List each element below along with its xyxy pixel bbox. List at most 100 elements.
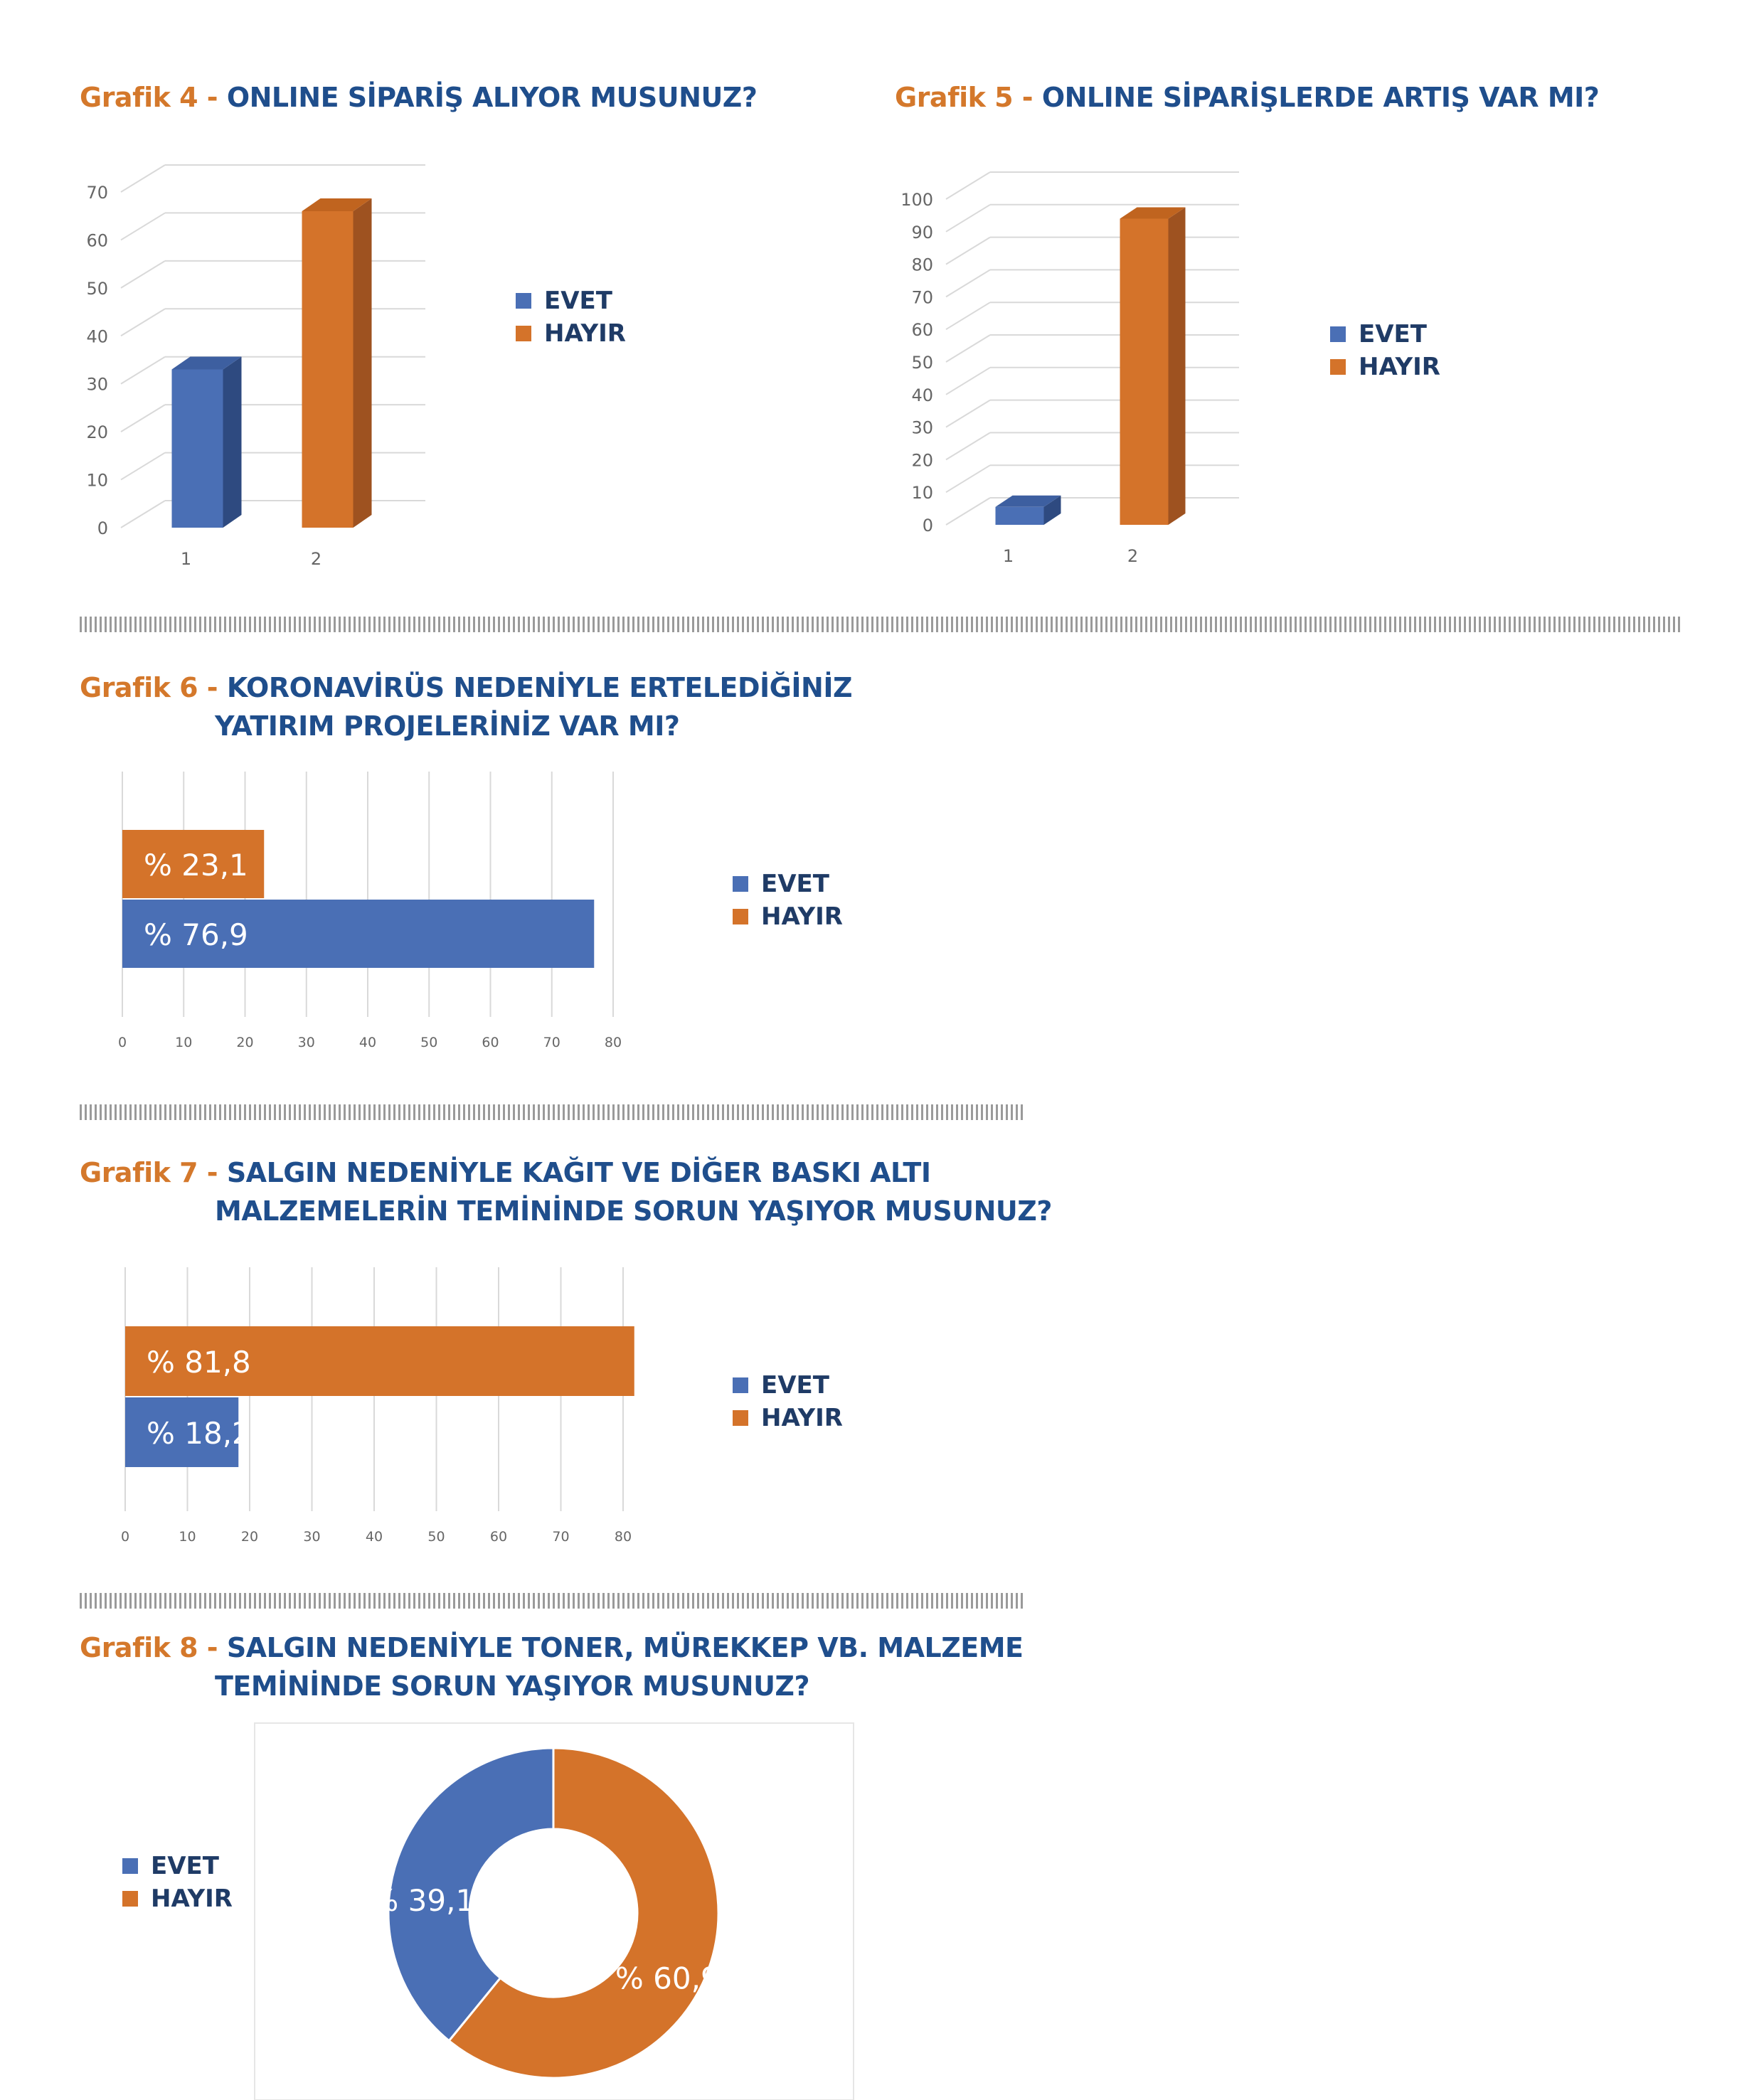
bar-hayir-2 bbox=[302, 210, 354, 528]
x-tick-label: 0 bbox=[121, 1529, 129, 1545]
x-tick-label: 60 bbox=[482, 1035, 499, 1050]
separator-line bbox=[80, 617, 1682, 632]
y-tick-label: 10 bbox=[86, 471, 108, 491]
x-tick-label: 60 bbox=[490, 1529, 507, 1545]
bar-evet-1 bbox=[995, 506, 1044, 525]
y-tick-label: 50 bbox=[911, 353, 933, 373]
legend-label-evet: EVET bbox=[1359, 320, 1427, 348]
grafik-5-question: ONLINE SİPARİŞLERDE ARTIŞ VAR MI? bbox=[1041, 82, 1600, 113]
slice-label-hayir: % 60,9 bbox=[615, 1961, 720, 1995]
legend-item-hayir: HAYIR bbox=[733, 900, 843, 933]
legend-swatch-evet bbox=[516, 293, 531, 309]
grafik-8-question-line-1: SALGIN NEDENİYLE TONER, MÜREKKEP VB. MAL… bbox=[226, 1632, 1024, 1663]
bar-side-hayir-2 bbox=[353, 198, 372, 528]
legend-item-hayir: HAYIR bbox=[1330, 351, 1440, 383]
gridline-depth bbox=[120, 212, 166, 241]
x-tick-label: 80 bbox=[605, 1035, 622, 1050]
legend-item-hayir: HAYIR bbox=[733, 1402, 843, 1434]
y-tick-label: 40 bbox=[86, 326, 108, 346]
y-tick-label: 80 bbox=[911, 255, 933, 275]
grafik-8-title: Grafik 8 - SALGIN NEDENİYLE TONER, MÜREK… bbox=[80, 1629, 1024, 1705]
slice-hayir bbox=[447, 1747, 720, 2079]
gridline-depth bbox=[945, 171, 991, 200]
grafik-7-question-line-1: SALGIN NEDENİYLE KAĞIT VE DİĞER BASKI AL… bbox=[226, 1157, 931, 1188]
legend-label-evet: EVET bbox=[761, 870, 829, 898]
bar-evet bbox=[125, 1397, 239, 1467]
x-tick-label: 50 bbox=[427, 1529, 445, 1545]
bar-top-hayir-2 bbox=[302, 198, 372, 211]
gridline-depth bbox=[120, 500, 166, 528]
legend-item-hayir: HAYIR bbox=[516, 317, 626, 350]
slice-label-evet: % 39,1 bbox=[370, 1883, 474, 1918]
bar-side-evet-1 bbox=[223, 356, 242, 528]
gridline-depth bbox=[945, 432, 991, 461]
gridline-depth bbox=[945, 464, 991, 494]
legend-label-hayir: HAYIR bbox=[761, 1404, 843, 1432]
gridline-depth bbox=[945, 302, 991, 331]
grafik-4-legend: EVET HAYIR bbox=[516, 284, 626, 350]
legend-label-hayir: HAYIR bbox=[544, 319, 626, 348]
legend-item-hayir: HAYIR bbox=[122, 1882, 233, 1915]
legend-swatch-evet bbox=[733, 1377, 748, 1393]
x-tick-label: 20 bbox=[241, 1529, 258, 1545]
data-label-hayir: % 81,8 bbox=[147, 1345, 251, 1380]
data-label-evet: % 76,9 bbox=[144, 917, 248, 952]
x-tick-label: 30 bbox=[303, 1529, 320, 1545]
gridline-depth bbox=[120, 356, 166, 385]
y-tick-label: 30 bbox=[86, 375, 108, 395]
grafik-5-title: Grafik 5 - ONLINE SİPARİŞLERDE ARTIŞ VAR… bbox=[895, 78, 1600, 117]
bar-side-evet-1 bbox=[1043, 495, 1061, 525]
x-tick-label: 0 bbox=[118, 1035, 127, 1050]
grafik-6-number: Grafik 6 - bbox=[80, 672, 227, 703]
gridline-depth bbox=[945, 399, 991, 428]
gridline-depth bbox=[120, 164, 166, 193]
x-tick-label: 1 bbox=[181, 549, 191, 569]
legend-swatch-hayir bbox=[1330, 359, 1346, 375]
legend-label-hayir: HAYIR bbox=[151, 1885, 233, 1913]
data-label-evet: % 18,2 bbox=[147, 1416, 251, 1451]
separator-line bbox=[80, 1104, 1026, 1120]
x-tick-label: 30 bbox=[298, 1035, 315, 1050]
grafik-4-title: Grafik 4 - ONLINE SİPARİŞ ALIYOR MUSUNUZ… bbox=[80, 78, 758, 117]
legend-swatch-evet bbox=[733, 876, 748, 892]
y-tick-label: 50 bbox=[86, 279, 108, 299]
legend-label-hayir: HAYIR bbox=[1359, 353, 1440, 381]
legend-item-evet: EVET bbox=[733, 1369, 843, 1402]
y-tick-label: 60 bbox=[86, 230, 108, 250]
grafik-5-number: Grafik 5 - bbox=[895, 82, 1042, 113]
legend-label-evet: EVET bbox=[544, 287, 612, 315]
y-tick-label: 70 bbox=[911, 287, 933, 307]
legend-label-evet: EVET bbox=[761, 1371, 829, 1400]
x-tick-label: 70 bbox=[552, 1529, 569, 1545]
gridline-depth bbox=[945, 366, 991, 395]
bar-evet bbox=[122, 900, 595, 968]
gridline-depth bbox=[945, 236, 991, 265]
bar-top-evet-1 bbox=[995, 495, 1061, 507]
grafik-7-question-line-2: MALZEMELERİN TEMİNİNDE SORUN YAŞIYOR MUS… bbox=[215, 1195, 1052, 1227]
chart-frame bbox=[254, 1722, 854, 2100]
grafik-5-legend: EVET HAYIR bbox=[1330, 318, 1440, 383]
y-tick-label: 30 bbox=[911, 418, 933, 438]
bar-evet-1 bbox=[171, 369, 223, 528]
legend-item-evet: EVET bbox=[1330, 318, 1440, 351]
x-tick-label: 40 bbox=[359, 1035, 376, 1050]
legend-swatch-hayir bbox=[122, 1891, 138, 1907]
legend-label-evet: EVET bbox=[151, 1852, 219, 1880]
legend-item-evet: EVET bbox=[733, 868, 843, 900]
legend-item-evet: EVET bbox=[516, 284, 626, 317]
legend-swatch-hayir bbox=[733, 1410, 748, 1426]
y-tick-label: 40 bbox=[911, 385, 933, 405]
bar-top-hayir-2 bbox=[1120, 207, 1186, 219]
y-tick-label: 70 bbox=[86, 183, 108, 203]
grafik-8-legend: EVET HAYIR bbox=[122, 1850, 233, 1915]
grafik-7-legend: EVET HAYIR bbox=[733, 1369, 843, 1434]
data-label-hayir: % 23,1 bbox=[144, 848, 248, 883]
separator-line bbox=[80, 1593, 1026, 1609]
x-tick-label: 50 bbox=[420, 1035, 437, 1050]
grafik-4-question: ONLINE SİPARİŞ ALIYOR MUSUNUZ? bbox=[226, 82, 758, 113]
grafik-7-number: Grafik 7 - bbox=[80, 1157, 227, 1188]
legend-swatch-hayir bbox=[733, 909, 748, 924]
y-tick-label: 20 bbox=[911, 450, 933, 470]
x-tick-label: 2 bbox=[1127, 546, 1138, 566]
x-tick-label: 2 bbox=[311, 549, 322, 569]
